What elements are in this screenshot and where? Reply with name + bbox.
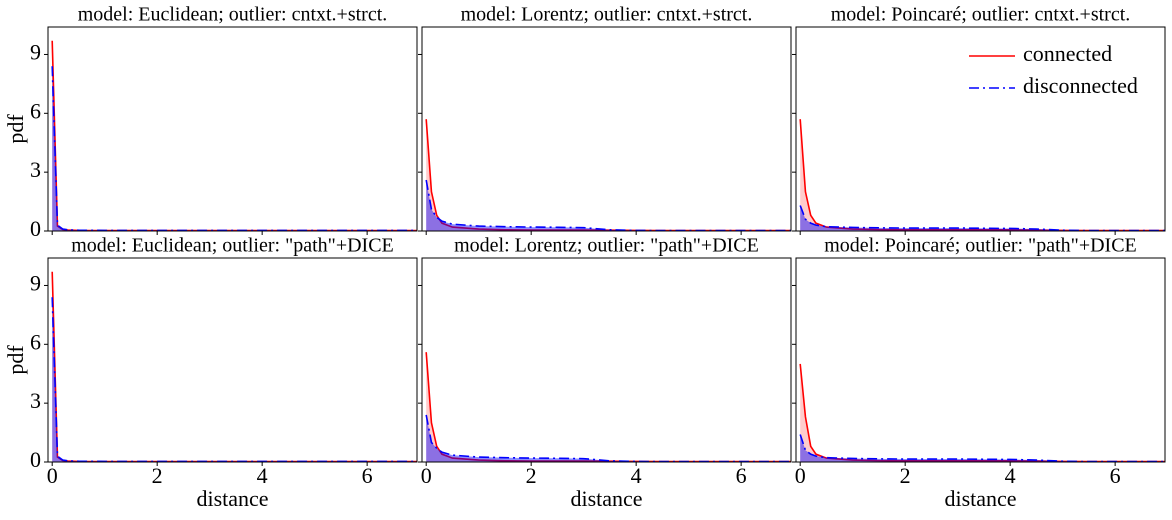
line <box>425 352 791 462</box>
x-axis-label: distance <box>944 486 1016 511</box>
y-tick-label: 9 <box>30 40 41 65</box>
axes-frame <box>47 257 418 463</box>
x-tick-label: 0 <box>795 463 806 488</box>
panel-title: model: Poincaré; outlier: "path"+DICE <box>824 235 1137 257</box>
y-tick-label: 9 <box>30 271 41 296</box>
y-tick-label: 6 <box>30 329 41 354</box>
axes-frame <box>421 257 792 463</box>
x-tick-label: 6 <box>736 463 747 488</box>
area <box>426 119 791 231</box>
area <box>52 271 417 462</box>
line <box>799 205 1165 231</box>
line <box>799 363 1165 462</box>
area <box>800 119 1165 231</box>
line <box>799 119 1165 231</box>
x-tick-label: 6 <box>362 463 373 488</box>
line <box>425 119 791 231</box>
area <box>52 297 417 462</box>
panel-title: model: Poincaré; outlier: cntxt.+strct. <box>831 4 1131 26</box>
line <box>425 414 791 462</box>
legend-label: connected <box>1023 41 1112 66</box>
area <box>426 352 791 462</box>
axes-frame <box>795 257 1166 463</box>
area <box>426 414 791 462</box>
plot-area <box>51 271 417 462</box>
axes-frame <box>795 26 1166 232</box>
x-tick-label: 2 <box>900 463 911 488</box>
line <box>51 297 417 462</box>
y-axis-label: pdf <box>3 114 28 144</box>
x-axis-label: distance <box>570 486 642 511</box>
panel-title: model: Lorentz; outlier: "path"+DICE <box>454 235 759 257</box>
line <box>51 40 417 231</box>
panel-title: model: Euclidean; outlier: cntxt.+strct. <box>78 4 388 26</box>
area <box>52 40 417 231</box>
plot-area <box>425 119 791 231</box>
x-tick-label: 2 <box>152 463 163 488</box>
area <box>426 180 791 231</box>
panel-title: model: Lorentz; outlier: cntxt.+strct. <box>461 4 753 26</box>
x-tick-label: 0 <box>421 463 432 488</box>
area <box>800 205 1165 231</box>
area <box>52 66 417 231</box>
y-tick-label: 6 <box>30 98 41 123</box>
y-tick-label: 0 <box>30 216 41 241</box>
y-tick-label: 3 <box>30 157 41 182</box>
legend-label: disconnected <box>1023 73 1138 98</box>
x-tick-label: 6 <box>1110 463 1121 488</box>
plot-area <box>799 119 1165 231</box>
x-tick-label: 2 <box>526 463 537 488</box>
y-tick-label: 0 <box>30 447 41 472</box>
axes-frame <box>421 26 792 232</box>
line <box>799 434 1165 462</box>
axes-frame <box>47 26 418 232</box>
y-tick-label: 3 <box>30 388 41 413</box>
line <box>51 66 417 231</box>
x-tick-label: 4 <box>257 463 268 488</box>
x-tick-label: 0 <box>47 463 58 488</box>
line <box>51 271 417 462</box>
x-tick-label: 4 <box>1005 463 1016 488</box>
plot-area <box>425 352 791 462</box>
x-axis-label: distance <box>196 486 268 511</box>
x-tick-label: 4 <box>631 463 642 488</box>
panel-title: model: Euclidean; outlier: "path"+DICE <box>71 235 394 257</box>
line <box>425 179 791 231</box>
y-axis-label: pdf <box>3 345 28 375</box>
plot-area <box>799 363 1165 462</box>
area <box>800 434 1165 462</box>
plot-area <box>51 40 417 231</box>
area <box>800 363 1165 462</box>
